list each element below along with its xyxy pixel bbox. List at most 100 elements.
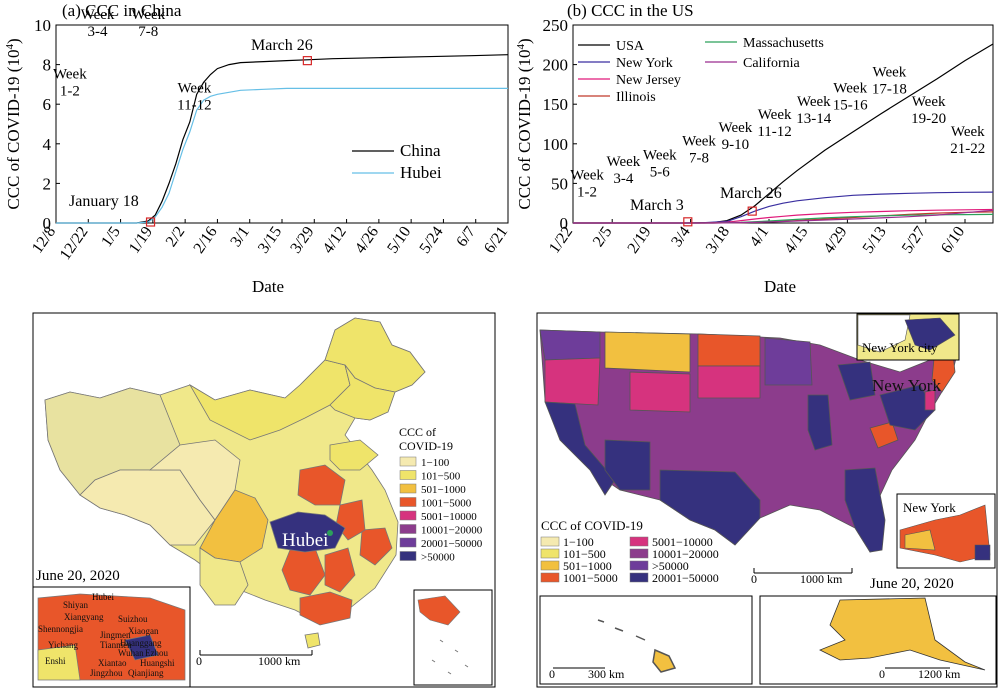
china-xtick-label: 12/8	[29, 224, 59, 257]
new-york-label: New York	[872, 376, 941, 395]
us-ytick-label: 150	[543, 95, 569, 114]
state-wyoming	[629, 371, 691, 413]
us-week-range: 15-16	[833, 97, 868, 113]
china-legend-swatch	[399, 537, 417, 548]
china-ytick-label: 0	[43, 214, 52, 233]
china-legend-label: 501−1000	[421, 484, 466, 496]
us-week-range: 7-8	[689, 150, 709, 166]
us-week-range: 9-10	[722, 137, 750, 153]
us-ytick-label: 200	[543, 56, 569, 75]
y-axis-label-b: CCC of COVID-19 (104)	[515, 38, 534, 209]
china-xtick-label: 4/26	[352, 224, 382, 257]
us-map: New York New York city New York CCC of C…	[536, 312, 998, 688]
us-legend-label: 1−100	[563, 535, 594, 549]
us-legend-swatch	[540, 536, 560, 547]
us-legend-label: 101−500	[563, 547, 606, 561]
us-legend-label: New York	[616, 56, 673, 71]
hubei-inset-cities: Shiyan Xiangyang Suizhou Shennongjia Xiaogan…	[38, 600, 175, 678]
china-week-label: Week	[131, 7, 165, 23]
china-xtick-label: 3/1	[227, 224, 253, 251]
china-xtick-label: 3/29	[287, 224, 317, 257]
us-week-range: 19-20	[911, 111, 946, 127]
province-hainan	[304, 632, 321, 649]
china-week-range: 11-12	[177, 97, 211, 113]
nyc-inset-label: New York city	[862, 340, 938, 355]
china-legend-label: 10001−20000	[421, 525, 483, 537]
us-legend-swatch	[540, 560, 560, 571]
nyc-inset-borough	[904, 317, 956, 351]
state-northeast	[879, 384, 936, 431]
china-legend-swatch	[399, 470, 417, 480]
hawaii-scale-start: 0	[549, 667, 555, 681]
state-vermont-nh	[924, 389, 936, 411]
state-michigan	[837, 361, 876, 401]
state-california	[544, 401, 616, 496]
china-event-label: January 18	[69, 193, 139, 210]
china-legend-label: >50000	[421, 552, 455, 564]
hubei-inset-title: Hubei	[92, 592, 114, 602]
hubei-city-label: Shiyan	[63, 600, 89, 610]
us-ytick-label: 0	[560, 214, 569, 233]
us-legend-label: 501−1000	[563, 559, 612, 573]
province-jiangxi	[324, 547, 356, 593]
hubei-city-label: Xiantao	[98, 658, 127, 668]
us-legend-swatch	[540, 548, 560, 559]
us-ytick-label: 100	[543, 135, 569, 154]
china-legend-swatch	[399, 524, 417, 534]
china-xtick-label: 6/21	[481, 224, 511, 257]
us-legend-label: 20001−50000	[652, 571, 719, 585]
china-xtick-label: 5/10	[384, 224, 414, 257]
china-xtick-label: 3/15	[255, 224, 285, 257]
china-legend-label: China	[400, 141, 441, 160]
ny-state-inset-west	[904, 529, 936, 551]
state-north-dakota	[697, 333, 761, 367]
china-legend-label: 5001−10000	[421, 511, 477, 523]
us-week-label: Week	[797, 94, 831, 110]
ny-state-inset-nyc	[974, 544, 991, 561]
x-axis-label-b: Date	[764, 277, 796, 296]
hubei-city-label: Tianmen	[100, 640, 132, 650]
china-scale-start: 0	[196, 654, 202, 668]
us-week-label: Week	[758, 107, 792, 123]
hubei-city-label: Wuhan	[118, 648, 144, 658]
us-week-range: 11-12	[757, 124, 791, 140]
province-guangdong	[299, 591, 353, 626]
china-legend-swatch	[399, 456, 417, 467]
legend-a: China Hubei	[352, 141, 442, 182]
china-legend-swatch	[399, 497, 417, 507]
china-legend-label: 20001−50000	[421, 538, 483, 550]
us-week-label: Week	[873, 64, 907, 80]
china-map: Hubei CCC of COVID-19 1−100 101−500501−10…	[32, 312, 496, 688]
china-event-marker	[145, 217, 156, 227]
china-map-date: June 20, 2020	[36, 568, 120, 584]
hubei-city-label: Jingmen	[100, 630, 131, 640]
china-week-label: Week	[53, 66, 87, 82]
hubei-city-label: Yichang	[48, 640, 78, 650]
us-legend-swatch	[629, 548, 649, 559]
state-texas	[659, 469, 761, 546]
us-scale-end: 1000 km	[800, 572, 843, 586]
us-series-california	[573, 209, 994, 224]
us-week-label: Week	[570, 167, 604, 183]
us-week-label: Week	[607, 154, 641, 170]
us-xtick-label: 6/10	[938, 224, 968, 257]
us-event-marker	[747, 206, 757, 216]
panel-b-title: (b) CCC in the US	[567, 1, 694, 20]
china-xtick-label: 12/22	[57, 224, 92, 264]
us-xtick-label: 3/18	[703, 224, 733, 257]
us-legend-label: Illinois	[616, 90, 656, 105]
us-event-label: March 3	[630, 197, 684, 214]
us-scale-start: 0	[751, 572, 757, 586]
hubei-city-label: Jingzhou	[90, 668, 123, 678]
us-legend-swatch	[629, 560, 649, 571]
state-washington	[539, 329, 601, 361]
china-xtick-label: 2/2	[163, 224, 189, 251]
hubei-city-label: Suizhou	[118, 614, 148, 624]
us-event-label: March 26	[720, 185, 782, 202]
china-ytick-label: 2	[43, 174, 52, 193]
alaska-landmass	[819, 597, 986, 671]
hubei-label: Hubei	[282, 530, 328, 551]
us-week-range: 17-18	[872, 81, 907, 97]
us-legend-label: New Jersey	[616, 73, 681, 88]
